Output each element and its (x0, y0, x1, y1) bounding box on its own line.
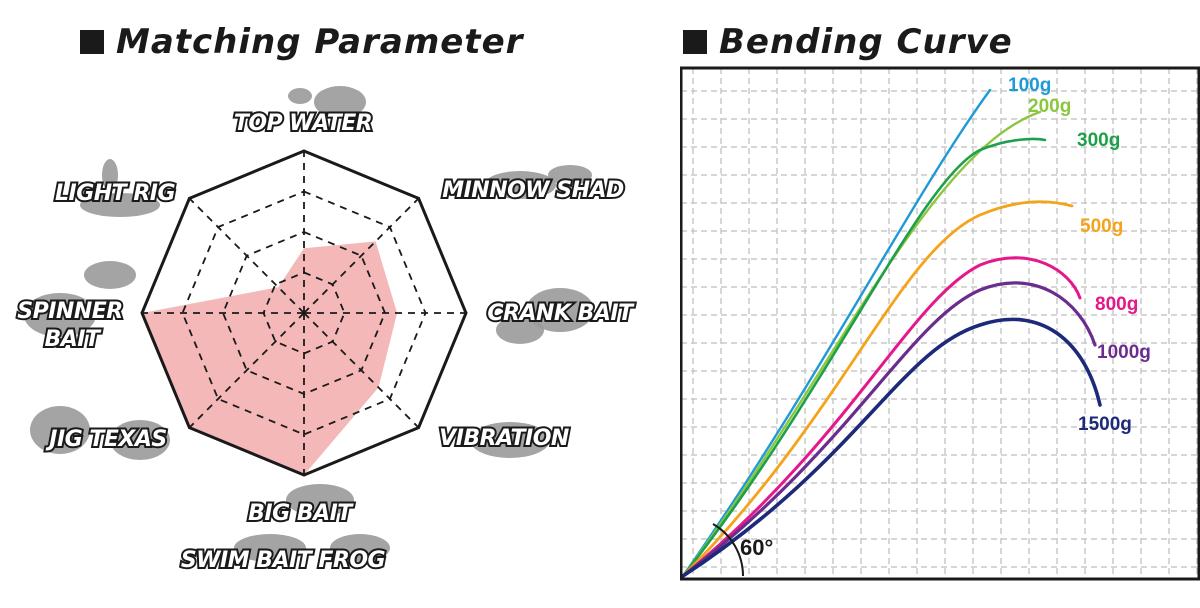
bending-title: Bending Curve (683, 20, 1013, 64)
lure-silhouette (286, 484, 354, 516)
radar-title-text: Matching Parameter (116, 22, 524, 62)
series-label-1500g: 1500g (1078, 414, 1132, 435)
axis-label-spinner: SPINNER (17, 299, 122, 324)
lure-silhouette (84, 261, 136, 289)
radar-ring (181, 190, 427, 436)
axis-label-swim-bait-frog: SWIM BAIT FROG (181, 548, 386, 573)
lure-silhouette (288, 88, 312, 104)
lure-silhouette (526, 288, 594, 332)
bending-curve-100g (681, 88, 992, 578)
radar-chart: TOP WATER MINNOW SHAD CRANK BAIT VIBRATI… (15, 86, 638, 575)
lure-silhouette (24, 293, 96, 337)
series-label-200g: 200g (1028, 96, 1071, 117)
axis-label-jig-texas: JIG TEXAS (45, 427, 166, 452)
lure-silhouette (80, 193, 160, 217)
bending-frame (680, 66, 1200, 581)
axis-label-light-rig: LIGHT RIG (55, 181, 175, 206)
lure-silhouette (102, 159, 118, 191)
axis-label-vibration: VIBRATION (439, 426, 569, 451)
square-bullet-icon (80, 30, 104, 54)
series-label-100g: 100g (1008, 75, 1051, 96)
radar-spoke (188, 312, 305, 429)
axis-label-top-water: TOP WATER (234, 111, 372, 136)
series-label-1000g: 1000g (1097, 342, 1151, 363)
radar-value-area (142, 241, 398, 475)
lure-silhouette (496, 316, 544, 344)
series-label-500g: 500g (1080, 216, 1123, 237)
radar-spoke (188, 197, 305, 314)
angle-label: 60° (740, 535, 773, 560)
axis-label-minnow-shad: MINNOW SHAD (442, 178, 624, 203)
radar-spoke (303, 197, 420, 314)
lure-silhouette (314, 86, 366, 118)
bending-curves (681, 88, 1102, 578)
bending-grid (681, 68, 1199, 579)
lure-silhouette (234, 534, 306, 562)
series-label-800g: 800g (1095, 294, 1138, 315)
bending-curve-500g (681, 200, 1074, 578)
bending-curve-1000g (681, 281, 1097, 578)
radar-spoke (303, 312, 420, 429)
square-bullet-icon (683, 30, 707, 54)
bending-curve-1500g (681, 317, 1102, 578)
lure-silhouettes (24, 86, 594, 562)
lure-silhouette (548, 165, 592, 185)
angle-arc (712, 523, 745, 577)
lure-silhouette (330, 534, 390, 562)
radar-outer-frame (140, 149, 468, 477)
axis-label-crank-bait: CRANK BAIT (487, 301, 635, 326)
bending-curve-300g (681, 137, 1047, 578)
lure-silhouette (484, 171, 556, 199)
axis-label-spinner-bait: BAIT (45, 327, 102, 352)
series-label-300g: 300g (1077, 130, 1120, 151)
lure-silhouette (30, 406, 90, 454)
bending-title-text: Bending Curve (719, 22, 1013, 62)
radar-grid (142, 151, 466, 475)
lure-silhouette (470, 422, 550, 458)
axis-label-big-bait: BIG BAIT (248, 501, 354, 526)
radar-title: Matching Parameter (80, 20, 523, 64)
bending-curve-800g (681, 256, 1082, 578)
lure-silhouette (110, 420, 170, 460)
